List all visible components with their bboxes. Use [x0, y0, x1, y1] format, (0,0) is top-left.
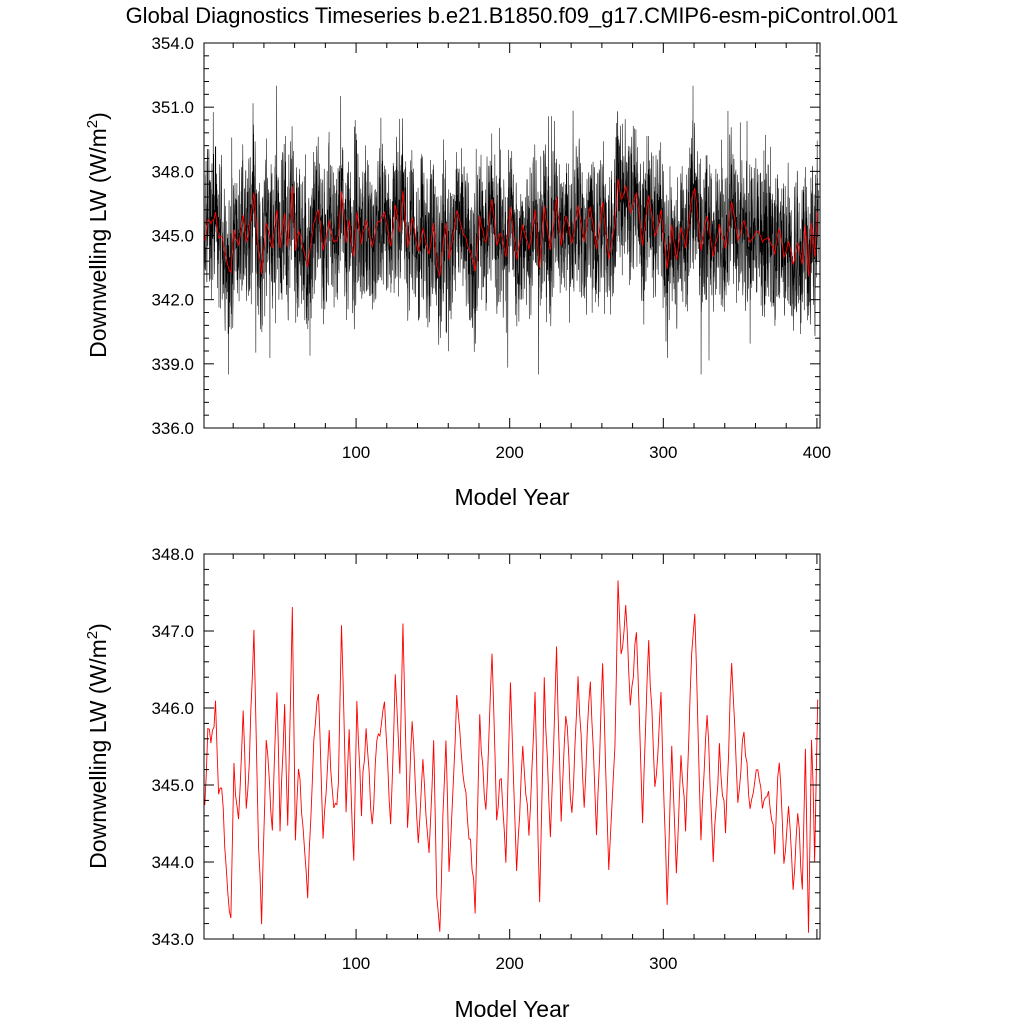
- top-panel-monthly-and-annual: 100 200 300 400 336.0 339.0 342.0 345.0 348.0 351…: [84, 34, 831, 510]
- y-tick-label: 347.0: [151, 622, 194, 641]
- bottom-tick-labels: 100 200 300 343.0 344.0 345.0 346.0 347.0 348.0: [151, 545, 677, 973]
- bottom-panel-annual: 100 200 300343.0344.0345.0346.0347.0348.0 …: [84, 545, 821, 1022]
- top-ticks: [204, 43, 820, 429]
- y-tick-label: 346.0: [151, 699, 194, 718]
- x-tick-label: 100: [342, 443, 370, 462]
- y-tick-label: 339.0: [151, 355, 194, 374]
- annual-mean-line: [204, 580, 819, 933]
- bottom-x-axis-label: Model Year: [454, 996, 569, 1022]
- y-tick-label: 345.0: [151, 776, 194, 795]
- x-tick-label: 100: [342, 954, 370, 973]
- bottom-y-axis-label: Downwelling LW (W/m2): [84, 623, 111, 869]
- x-tick-label: 400: [803, 443, 831, 462]
- top-traces: [203, 85, 819, 375]
- y-tick-label: 344.0: [151, 853, 194, 872]
- top-x-axis-label: Model Year: [454, 484, 569, 510]
- bottom-ticks: [204, 554, 820, 940]
- top-y-axis-label: Downwelling LW (W/m2): [84, 112, 111, 358]
- bottom-plot-frame: [203, 553, 821, 940]
- x-tick-label: 200: [496, 443, 524, 462]
- y-tick-label: 342.0: [151, 291, 194, 310]
- y-tick-label: 343.0: [151, 930, 194, 949]
- figure-title: Global Diagnostics Timeseries b.e21.B185…: [126, 3, 899, 28]
- y-tick-label: 345.0: [151, 227, 194, 246]
- annual-mean-line: [204, 178, 819, 277]
- bottom-traces: [204, 580, 819, 933]
- x-tick-label: 300: [649, 443, 677, 462]
- y-tick-label: 348.0: [151, 162, 194, 181]
- y-tick-label: 336.0: [151, 419, 194, 438]
- monthly-mean-line: [203, 85, 819, 375]
- y-tick-label: 354.0: [151, 34, 194, 53]
- y-tick-label: 348.0: [151, 545, 194, 564]
- y-tick-label: 351.0: [151, 98, 194, 117]
- x-tick-label: 300: [649, 954, 677, 973]
- x-tick-label: 200: [496, 954, 524, 973]
- top-tick-labels: 100 200 300 400 336.0 339.0 342.0 345.0 348.0 351…: [151, 34, 831, 462]
